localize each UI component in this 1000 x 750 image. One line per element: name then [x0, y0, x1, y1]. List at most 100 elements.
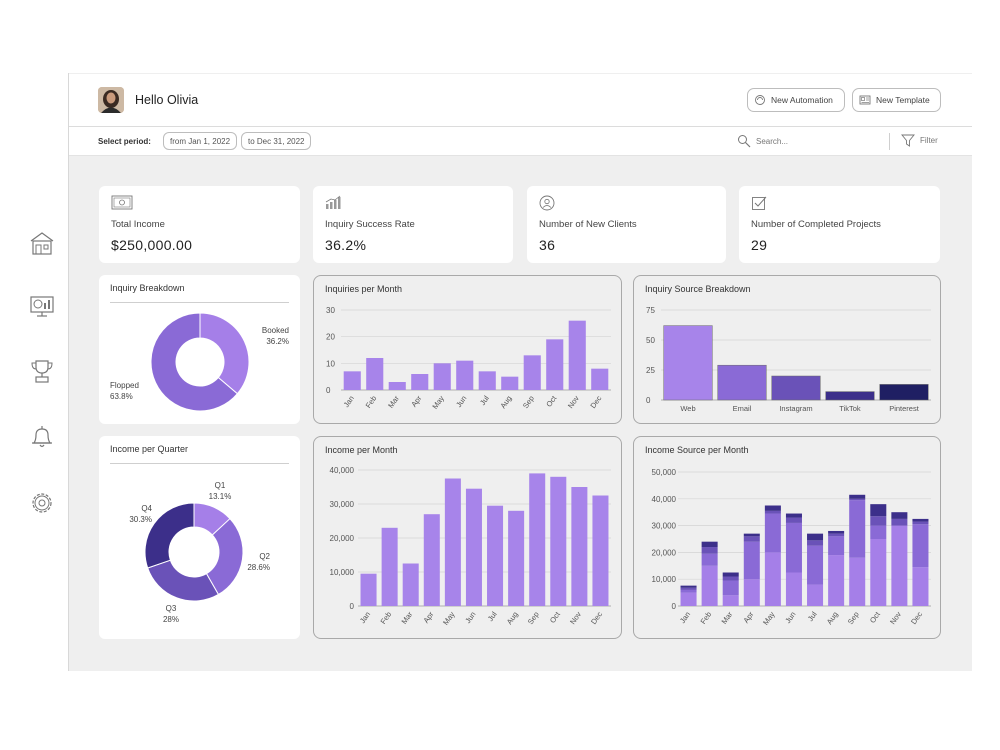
bar: [523, 355, 541, 390]
x-tick-label: Jul: [806, 610, 819, 623]
bar: [381, 527, 398, 606]
new-template-button[interactable]: New Template: [852, 88, 941, 112]
income-per-month-panel: Income per Month 0 10,000 20,000 30,000 40,0…: [313, 436, 622, 639]
avatar-image: [98, 87, 124, 113]
inquiry-breakdown-card: Inquiry Breakdown Booked 36.2% Flopped 63.8…: [99, 275, 300, 424]
x-tick-label: Apr: [409, 394, 423, 409]
stacked-bar-segment: [807, 545, 824, 585]
x-tick-label: TikTok: [839, 404, 861, 413]
kpi-value: 36.2%: [325, 237, 367, 253]
stacked-bar-segment: [743, 541, 760, 580]
new-template-label: New Template: [876, 95, 930, 105]
stacked-bar-segment: [849, 498, 866, 501]
bell-icon[interactable]: [28, 423, 56, 451]
period-to-field[interactable]: to Dec 31, 2022: [241, 132, 312, 150]
new-automation-button[interactable]: New Automation: [747, 88, 845, 112]
filter-icon: [901, 134, 915, 147]
slice-label: Q1: [215, 481, 226, 490]
avatar[interactable]: [98, 87, 124, 113]
x-tick-label: Nov: [566, 394, 581, 410]
bar: [568, 320, 586, 390]
donut-slice: [144, 502, 195, 569]
y-tick-label: 20: [326, 333, 335, 342]
gear-icon[interactable]: [28, 489, 56, 517]
x-tick-label: Aug: [505, 610, 520, 626]
x-tick-label: Oct: [868, 609, 883, 624]
period-from-field[interactable]: from Jan 1, 2022: [163, 132, 238, 150]
x-tick-label: Email: [733, 404, 752, 413]
x-tick-label: Dec: [588, 394, 603, 410]
stacked-bar-segment: [722, 576, 739, 581]
bar: [444, 478, 461, 606]
y-tick-label: 10,000: [330, 568, 355, 577]
slice-label: Q2: [259, 552, 270, 561]
kpi-label: Number of New Clients: [539, 219, 637, 230]
y-tick-label: 40,000: [330, 466, 355, 475]
stacked-bar-segment: [870, 525, 887, 539]
stacked-bar-segment: [764, 513, 781, 553]
slice-label: Q3: [166, 604, 177, 613]
x-tick-label: Jun: [783, 610, 797, 625]
bar: [717, 364, 767, 401]
slice-percent: 28%: [163, 615, 179, 624]
bar: [508, 510, 525, 606]
home-icon[interactable]: [28, 229, 56, 257]
x-tick-label: Mar: [386, 394, 401, 410]
inquiry-source-chart: 0 25 50 75 Web Email Instagram TikTok Pinterest: [646, 306, 931, 413]
money-icon: [111, 195, 133, 210]
x-tick-label: Instagram: [779, 404, 812, 413]
x-tick-label: Jun: [463, 610, 477, 625]
trophy-icon[interactable]: [28, 357, 56, 385]
stacked-bar-segment: [912, 524, 929, 568]
stacked-bar-segment: [743, 533, 760, 537]
stacked-bar-segment: [849, 494, 866, 499]
y-tick-label: 10: [326, 359, 335, 368]
stacked-bar-segment: [722, 580, 739, 596]
stacked-bar-segment: [764, 552, 781, 606]
income-source-per-month-chart: 0 10,000 20,000 30,000 40,000 50,000 Jan Feb Mar…: [652, 468, 931, 627]
x-tick-label: Feb: [378, 610, 393, 626]
y-tick-label: 25: [646, 366, 655, 375]
chart-title: Inquiry Breakdown: [110, 283, 185, 293]
x-tick-label: Pinterest: [889, 404, 920, 413]
inquiry-breakdown-chart: Booked 36.2% Flopped 63.8%: [110, 312, 289, 412]
income-per-quarter-chart: Q1 13.1% Q2 28.6% Q3 28% Q4 30.3%: [129, 481, 270, 624]
stacked-bar-segment: [764, 510, 781, 514]
stacked-bar-segment: [891, 525, 908, 606]
bar: [825, 391, 875, 401]
stacked-bar-segment: [701, 547, 718, 554]
x-tick-label: Mar: [400, 610, 415, 626]
checkbox-icon: [752, 196, 767, 210]
filter-label: Filter: [920, 136, 938, 145]
stacked-bar-segment: [807, 584, 824, 606]
stacked-bar-segment: [870, 539, 887, 606]
y-tick-label: 75: [646, 306, 655, 315]
filter-button[interactable]: Filter: [901, 134, 938, 147]
y-tick-label: 20,000: [652, 548, 677, 557]
x-tick-label: Web: [680, 404, 695, 413]
kpi-card-new-clients: Number of New Clients 36: [527, 186, 726, 263]
bar: [411, 374, 429, 390]
y-tick-label: 20,000: [330, 534, 355, 543]
new-automation-label: New Automation: [771, 95, 833, 105]
x-tick-label: Oct: [548, 609, 563, 624]
bar: [663, 325, 713, 401]
dashboard-icon[interactable]: [28, 292, 56, 320]
stacked-bar-segment: [701, 553, 718, 566]
bar: [546, 339, 564, 390]
income-per-quarter-card: Income per Quarter Q1 13.1% Q2 28.6% Q3 28% Q4…: [99, 436, 300, 639]
slice-label: Booked: [262, 326, 289, 335]
slice-label: Q4: [141, 504, 152, 513]
stacked-bar-segment: [807, 533, 824, 541]
x-tick-label: Sep: [521, 394, 536, 410]
search-input[interactable]: Search...: [737, 134, 788, 148]
y-tick-label: 0: [326, 386, 331, 395]
y-tick-label: 0: [350, 602, 355, 611]
x-tick-label: Nov: [568, 610, 583, 626]
bar: [529, 473, 546, 606]
x-tick-label: May: [430, 394, 446, 411]
y-tick-label: 0: [672, 602, 677, 611]
bar: [360, 573, 377, 606]
x-tick-label: Aug: [825, 610, 840, 626]
user-icon: [539, 195, 555, 211]
